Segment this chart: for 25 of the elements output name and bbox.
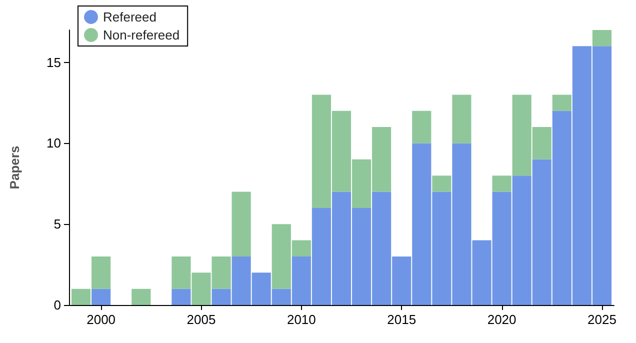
bar [552,94,572,111]
bar [172,288,191,305]
y-tick-label: 15 [46,54,61,70]
x-tick-label: 2025 [588,312,616,327]
bar [492,176,512,192]
legend-label: Non-refereed [103,28,180,42]
y-tick-label: 10 [46,136,61,151]
bar [92,256,111,289]
x-tick-label: 2000 [86,312,116,327]
bar [592,30,612,46]
y-tick-label: 0 [54,298,61,312]
bar [452,94,472,144]
bar [92,288,111,305]
x-tick-label: 2015 [387,312,416,327]
x-tick-label: 2010 [286,312,316,327]
x-tick-label: 2020 [487,312,516,327]
legend-label: Refereed [103,10,156,24]
x-tick-label: 2005 [186,312,216,327]
bar [71,288,91,305]
y-axis-title: Papers [7,146,22,190]
bar [232,192,251,256]
bar [412,110,432,144]
bar [432,176,452,192]
bar [132,288,151,305]
y-tick-label: 5 [54,216,61,232]
